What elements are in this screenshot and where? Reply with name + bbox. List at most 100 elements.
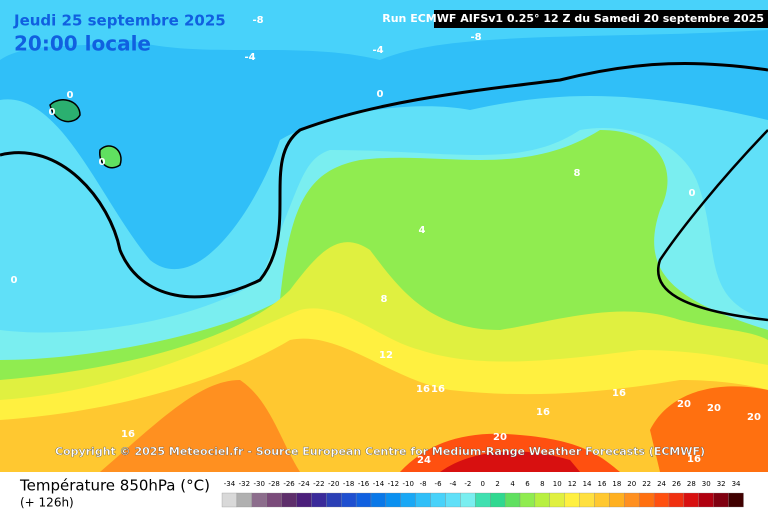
scale-swatch bbox=[445, 492, 461, 508]
scale-label: 30 bbox=[702, 480, 711, 488]
scale-swatch bbox=[341, 492, 357, 508]
scale-swatch bbox=[385, 492, 401, 508]
contour-label: 24 bbox=[417, 455, 431, 466]
contour-label: 16 bbox=[687, 454, 701, 465]
scale-swatch bbox=[683, 492, 699, 508]
contour-label: 16 bbox=[121, 429, 135, 440]
contour-label: 12 bbox=[379, 350, 393, 361]
scale-label: -16 bbox=[358, 480, 370, 488]
scale-swatch bbox=[519, 492, 536, 508]
scale-swatch bbox=[311, 492, 327, 508]
scale-label: 8 bbox=[540, 480, 544, 488]
run-info: Run ECMWF AIFSv1 0.25° 12 Z du Samedi 20… bbox=[382, 12, 764, 25]
contour-label: 20 bbox=[747, 412, 761, 423]
scale-label: 12 bbox=[568, 480, 577, 488]
scale-label: -32 bbox=[239, 480, 250, 488]
contour-label: 0 bbox=[67, 90, 74, 101]
scale-swatch bbox=[609, 492, 625, 508]
contour-label: -8 bbox=[252, 15, 263, 26]
scale-label: 16 bbox=[597, 480, 606, 488]
scale-label: 18 bbox=[612, 480, 621, 488]
contour-label: 20 bbox=[677, 399, 691, 410]
scale-label: -22 bbox=[313, 480, 324, 488]
scale-swatch bbox=[266, 492, 282, 508]
contour-label: 0 bbox=[49, 107, 56, 118]
scale-swatch bbox=[475, 492, 491, 508]
scale-swatch bbox=[400, 492, 416, 508]
scale-label: -28 bbox=[268, 480, 279, 488]
scale-swatch bbox=[460, 492, 476, 508]
scale-label: 0 bbox=[481, 480, 485, 488]
scale-label: 4 bbox=[510, 480, 515, 488]
scale-swatch bbox=[564, 492, 580, 508]
contour-label: 0 bbox=[11, 275, 18, 286]
contour-label: 0 bbox=[99, 157, 106, 168]
scale-swatch bbox=[549, 492, 565, 508]
scale-label: 34 bbox=[732, 480, 741, 488]
scale-label: -26 bbox=[283, 480, 295, 488]
lead-time: (+ 126h) bbox=[20, 496, 74, 510]
scale-swatch bbox=[281, 492, 297, 508]
scale-swatch bbox=[370, 492, 387, 508]
scale-swatch bbox=[668, 492, 685, 508]
date: Jeudi 25 septembre 2025 bbox=[13, 12, 226, 30]
scale-swatch bbox=[236, 492, 252, 508]
contour-label: 20 bbox=[493, 432, 507, 443]
scale-swatch bbox=[534, 492, 550, 508]
scale-label: -24 bbox=[298, 480, 310, 488]
scale-label: 2 bbox=[495, 480, 499, 488]
scale-swatch bbox=[490, 492, 506, 508]
scale-label: 32 bbox=[717, 480, 726, 488]
contour-label: -4 bbox=[244, 52, 255, 63]
scale-swatch bbox=[698, 492, 714, 508]
contour-label: -8 bbox=[470, 32, 481, 43]
scale-swatch bbox=[415, 492, 431, 508]
scale-label: -14 bbox=[373, 480, 385, 488]
scale-label: 20 bbox=[627, 480, 636, 488]
scale-swatch bbox=[594, 492, 610, 508]
contour-label: 4 bbox=[419, 225, 426, 236]
contour-label: 0 bbox=[689, 188, 696, 199]
scale-label: -4 bbox=[449, 480, 457, 488]
scale-label: 6 bbox=[525, 480, 530, 488]
scale-swatch bbox=[624, 492, 640, 508]
scale-swatch bbox=[221, 492, 238, 508]
run-box bbox=[434, 10, 768, 28]
contour-label: 0 bbox=[377, 89, 384, 100]
contour-label: 8 bbox=[381, 294, 388, 305]
scale-label: -2 bbox=[464, 480, 471, 488]
contour-label: 16 bbox=[536, 407, 550, 418]
scale-label: 10 bbox=[553, 480, 562, 488]
time: 20:00 locale bbox=[14, 32, 151, 56]
scale-label: -18 bbox=[343, 480, 354, 488]
footer-title: Température 850hPa (°C) bbox=[19, 477, 210, 495]
scale-label: -34 bbox=[224, 480, 236, 488]
scale-swatch bbox=[653, 492, 670, 508]
scale-label: 26 bbox=[672, 480, 681, 488]
contour-label: 16 bbox=[612, 388, 626, 399]
scale-label: 22 bbox=[642, 480, 651, 488]
scale-label: -8 bbox=[420, 480, 427, 488]
scale-swatch bbox=[713, 492, 729, 508]
scale-label: -10 bbox=[403, 480, 414, 488]
scale-label: -12 bbox=[388, 480, 399, 488]
scale-swatch bbox=[326, 492, 342, 508]
scale-label: 24 bbox=[657, 480, 666, 488]
scale-swatch bbox=[504, 492, 521, 508]
contour-label: 8 bbox=[574, 168, 581, 179]
scale-label: -6 bbox=[435, 480, 443, 488]
scale-swatch bbox=[639, 492, 655, 508]
scale-swatch bbox=[579, 492, 595, 508]
scale-label: -30 bbox=[254, 480, 265, 488]
scale-swatch bbox=[430, 492, 446, 508]
contour-label: 20 bbox=[707, 403, 721, 414]
color-scale: -34 -32 -30 -28 -26 -24 -22 -20 -18 -16 -14 -12 -10-… bbox=[221, 480, 744, 508]
scale-swatch bbox=[355, 492, 372, 508]
scale-label: -20 bbox=[328, 480, 339, 488]
scale-swatch bbox=[728, 492, 744, 508]
contour-label: 16 bbox=[431, 384, 445, 395]
contour-label: -4 bbox=[372, 45, 383, 56]
scale-label: 14 bbox=[583, 480, 592, 488]
